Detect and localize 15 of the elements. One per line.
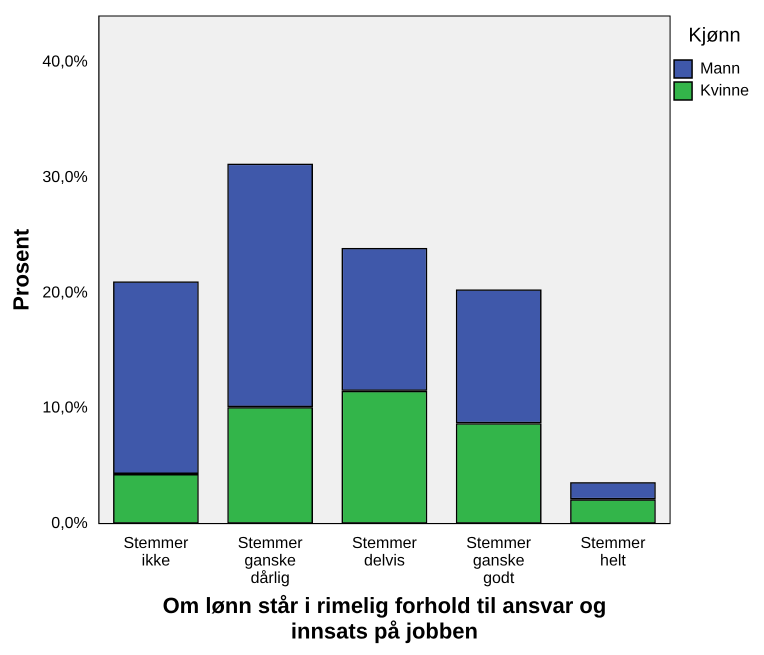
y-axis-title: Prosent (8, 228, 34, 311)
legend-label: Mann (700, 60, 740, 78)
x-tick-label: Stemmer helt (580, 534, 646, 570)
legend-label: Kvinne (700, 82, 750, 100)
y-tick-label: 40,0% (42, 54, 88, 71)
legend-title: Kjønn (688, 24, 741, 47)
x-tick-label: Stemmer ganske godt (466, 534, 532, 588)
y-tick-label: 20,0% (42, 284, 88, 302)
y-tick-label: 10,0% (42, 400, 88, 417)
y-tick-label: 0,0% (51, 515, 88, 532)
y-tick-label: 30,0% (42, 168, 88, 186)
x-tick-label: Stemmer delvis (352, 534, 418, 570)
x-tick-label: Stemmer ganske dårlig (238, 534, 304, 588)
x-tick-label: Stemmer ikke (123, 534, 190, 570)
x-axis-title: Om lønn står i rimelig forhold til ansvar og innsats på jobben (162, 593, 606, 644)
